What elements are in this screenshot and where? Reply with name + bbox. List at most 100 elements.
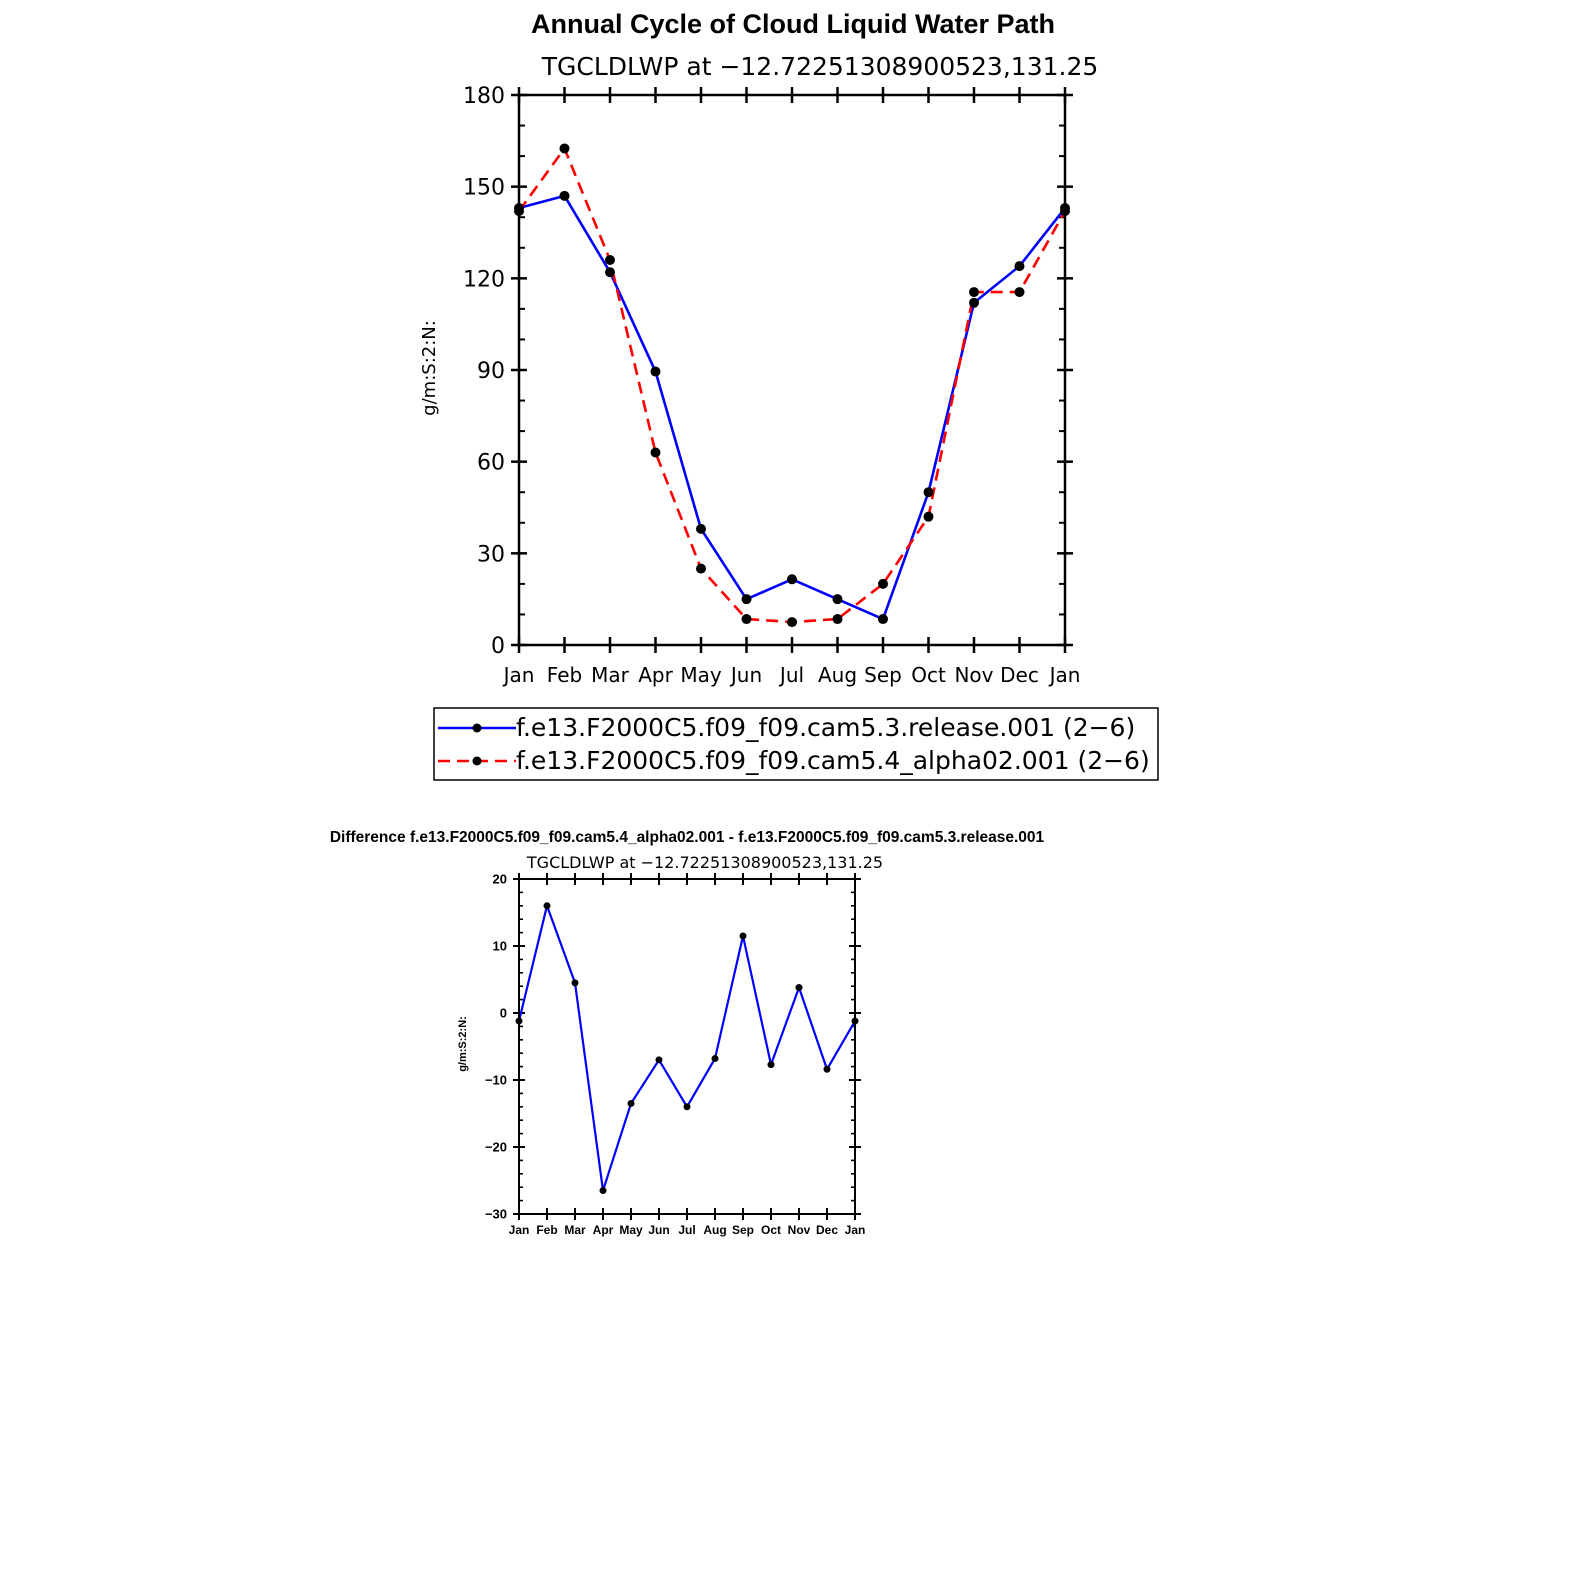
x-tick-label: May xyxy=(680,663,722,687)
data-point xyxy=(559,143,570,154)
legend-label-release: f.e13.F2000C5.f09_f09.cam5.3.release.001… xyxy=(516,713,1135,742)
x-tick-label: Apr xyxy=(638,663,673,687)
y-tick-label: −30 xyxy=(485,1207,507,1222)
chart2-subtitle: TGCLDLWP at −12.72251308900523,131.25 xyxy=(526,853,883,872)
chart2-plot-frame xyxy=(518,878,856,1215)
data-point xyxy=(627,1099,635,1107)
x-tick-label: Jan xyxy=(502,663,535,687)
x-tick-label: Oct xyxy=(911,663,946,687)
chart1-ticks xyxy=(511,87,1073,653)
chart2-y-tick-labels: −30 −20 −10 0 10 20 xyxy=(485,872,507,1222)
data-point xyxy=(969,287,979,298)
chart2-y-axis-label: g/m:S:2:N: xyxy=(457,1016,469,1072)
data-point xyxy=(787,617,797,628)
chart2-title: Difference f.e13.F2000C5.f09_f09.cam5.4_… xyxy=(330,829,1045,846)
series-line-0 xyxy=(518,194,1067,621)
data-point xyxy=(1014,261,1025,272)
data-point xyxy=(741,614,752,625)
data-point xyxy=(696,563,706,574)
x-tick-label: Aug xyxy=(818,663,857,687)
x-tick-label: Feb xyxy=(536,1223,557,1237)
x-tick-label: Mar xyxy=(591,663,630,687)
data-point xyxy=(969,297,979,308)
x-tick-label: Mar xyxy=(564,1223,586,1237)
y-tick-label: 20 xyxy=(493,872,507,887)
data-point xyxy=(543,902,551,910)
x-tick-label: Sep xyxy=(864,663,902,687)
data-point xyxy=(605,255,615,265)
chart2-ticks xyxy=(513,873,861,1220)
data-point xyxy=(795,984,803,992)
data-point xyxy=(1014,287,1025,298)
y-tick-label: 0 xyxy=(500,1006,507,1021)
data-point xyxy=(571,979,579,987)
chart1-plot-frame xyxy=(517,93,1067,647)
data-point xyxy=(787,574,797,585)
x-tick-label: Nov xyxy=(788,1223,811,1237)
x-tick-label: Apr xyxy=(593,1223,614,1237)
x-tick-label: Sep xyxy=(732,1223,754,1237)
y-tick-label: 30 xyxy=(477,542,505,567)
x-tick-label: Jun xyxy=(648,1223,669,1237)
x-tick-label: Dec xyxy=(1000,663,1039,687)
y-tick-label: 120 xyxy=(463,267,505,292)
x-tick-label: Oct xyxy=(761,1223,781,1237)
chart1-legend: f.e13.F2000C5.f09_f09.cam5.3.release.001… xyxy=(433,707,1159,781)
data-point xyxy=(923,511,934,522)
x-tick-label: Dec xyxy=(816,1223,838,1237)
x-tick-label: Feb xyxy=(547,663,582,687)
y-tick-label: 0 xyxy=(491,634,505,659)
y-tick-label: 90 xyxy=(477,359,505,384)
data-point xyxy=(878,578,888,589)
x-tick-label: Jul xyxy=(678,1223,695,1237)
chart2-x-tick-labels: Jan Feb Mar Apr May Jun Jul Aug Sep Oct Nov Dec Jan xyxy=(509,1223,866,1237)
series-line-1 xyxy=(517,147,1067,624)
annual-cycle-chart: Annual Cycle of Cloud Liquid Water Path … xyxy=(419,9,1159,781)
chart1-series xyxy=(514,143,1070,628)
y-tick-label: −20 xyxy=(485,1140,507,1155)
chart1-y-tick-labels: 0 30 60 90 120 150 180 xyxy=(463,84,505,659)
data-point xyxy=(923,487,934,498)
y-tick-label: 60 xyxy=(477,451,505,476)
data-point xyxy=(767,1061,775,1069)
x-tick-label: Jan xyxy=(509,1223,530,1237)
x-tick-label: Jan xyxy=(1048,663,1081,687)
chart1-x-tick-labels: Jan Feb Mar Apr May Jun Jul Aug Sep Oct Nov Dec Jan xyxy=(502,663,1081,687)
data-point xyxy=(739,932,747,940)
data-point xyxy=(832,614,843,625)
data-point xyxy=(878,614,888,625)
legend-box xyxy=(433,707,1159,781)
data-point xyxy=(605,267,615,278)
y-tick-label: −10 xyxy=(485,1073,507,1088)
chart1-title: Annual Cycle of Cloud Liquid Water Path xyxy=(531,9,1055,39)
legend-marker-alpha xyxy=(472,756,482,766)
data-point xyxy=(559,190,570,201)
series-line-0 xyxy=(517,904,856,1192)
chart2-series xyxy=(515,902,859,1195)
data-point xyxy=(741,594,752,605)
data-point xyxy=(711,1055,719,1063)
data-point xyxy=(650,366,661,377)
y-tick-label: 180 xyxy=(463,84,505,109)
data-point xyxy=(832,594,843,605)
x-tick-label: Jan xyxy=(845,1223,866,1237)
data-point xyxy=(650,447,661,458)
y-tick-label: 10 xyxy=(493,939,507,954)
x-tick-label: Nov xyxy=(954,663,993,687)
data-point xyxy=(683,1103,691,1111)
x-tick-label: Jul xyxy=(778,663,804,687)
x-tick-label: Jun xyxy=(729,663,762,687)
y-tick-label: 150 xyxy=(463,176,505,201)
x-tick-label: May xyxy=(619,1223,643,1237)
difference-chart: Difference f.e13.F2000C5.f09_f09.cam5.4_… xyxy=(330,829,1045,1237)
x-tick-label: Aug xyxy=(703,1223,726,1237)
data-point xyxy=(655,1056,663,1064)
data-point xyxy=(823,1065,831,1073)
chart1-y-axis-label: g/m:S:2:N: xyxy=(419,320,440,416)
data-point xyxy=(599,1187,607,1195)
chart1-subtitle: TGCLDLWP at −12.72251308900523,131.25 xyxy=(541,52,1099,81)
legend-marker-release xyxy=(472,723,482,733)
legend-label-alpha: f.e13.F2000C5.f09_f09.cam5.4_alpha02.001… xyxy=(516,746,1150,775)
data-point xyxy=(696,523,706,534)
